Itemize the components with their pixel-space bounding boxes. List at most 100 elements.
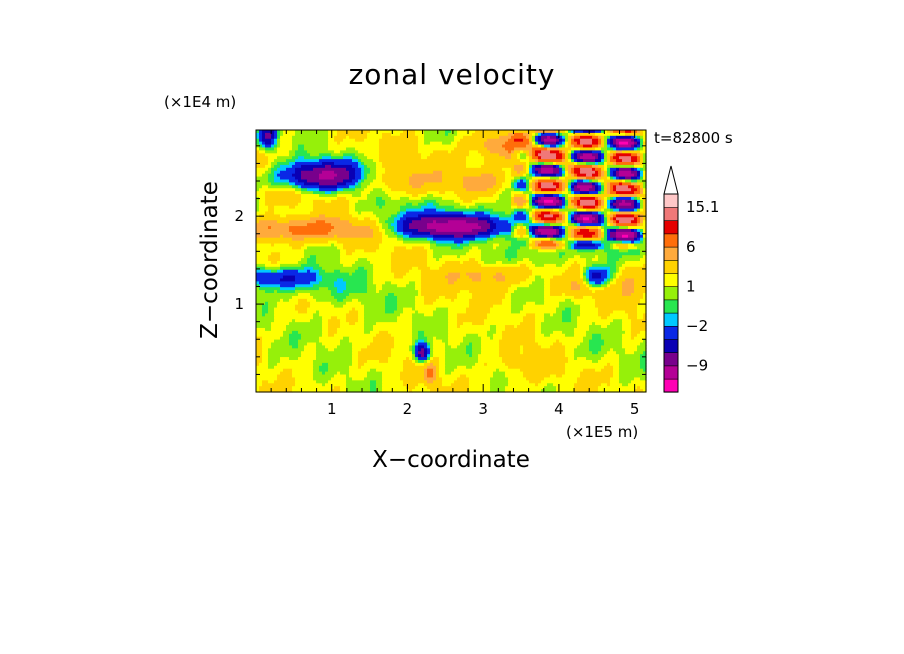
contour-cell	[574, 211, 578, 216]
contour-cell	[607, 272, 611, 277]
contour-cell	[283, 330, 293, 335]
contour-cell	[382, 162, 467, 166]
contour-cell	[394, 246, 407, 250]
contour-cell	[541, 211, 551, 216]
contour-cell	[265, 170, 272, 175]
contour-cell	[292, 371, 314, 376]
contour-cell	[562, 144, 566, 149]
contour-cell	[298, 261, 308, 265]
contour-cell	[616, 281, 623, 285]
contour-cell	[256, 371, 281, 376]
contour-cell	[400, 313, 413, 317]
contour-cell	[472, 199, 497, 204]
contour-cell	[469, 290, 509, 294]
contour-cell	[613, 144, 617, 149]
contour-cell	[433, 339, 443, 344]
contour-cell	[583, 179, 590, 183]
contour-cell	[376, 290, 380, 294]
contour-cell	[340, 261, 356, 265]
contour-cell	[358, 258, 368, 262]
contour-cell	[568, 144, 572, 149]
contour-cell	[385, 191, 407, 195]
contour-cell	[256, 156, 269, 160]
contour-cell	[268, 307, 275, 312]
contour-cell	[592, 220, 599, 224]
contour-cell	[583, 295, 593, 300]
contour-cell	[640, 167, 644, 172]
contour-cell	[532, 261, 566, 265]
contour-cell	[604, 205, 608, 210]
contour-cell	[607, 234, 611, 239]
contour-cell	[430, 362, 434, 367]
contour-cell	[256, 261, 272, 265]
contour-cell	[610, 170, 614, 175]
contour-cell	[379, 359, 389, 364]
contour-cell	[466, 252, 482, 256]
contour-cell	[637, 188, 641, 192]
contour-cell	[640, 228, 644, 233]
contour-cell	[565, 138, 569, 143]
contour-cell	[559, 150, 563, 154]
contour-cell	[553, 194, 560, 198]
contour-cell	[595, 185, 599, 189]
contour-cell	[268, 156, 278, 160]
contour-cell	[490, 336, 494, 341]
colorbar-tick-label: −2	[686, 317, 708, 335]
contour-cell	[529, 243, 536, 248]
contour-cell	[256, 357, 263, 361]
contour-cell	[373, 159, 380, 163]
contour-cell	[643, 237, 647, 242]
contour-cell	[574, 234, 584, 239]
contour-cell	[478, 205, 485, 210]
contour-cell	[484, 205, 512, 210]
contour-cell	[316, 310, 320, 314]
contour-cell	[262, 342, 272, 347]
contour-cell	[490, 380, 509, 384]
contour-cell	[307, 188, 320, 192]
contour-cell	[256, 316, 275, 320]
contour-cell	[643, 176, 647, 181]
contour-cell	[277, 261, 299, 265]
contour-cell	[607, 383, 611, 387]
contour-cell	[385, 295, 398, 300]
contour-cell	[490, 211, 506, 216]
contour-cell	[577, 377, 611, 381]
contour-cell	[610, 228, 617, 233]
contour-cell	[568, 237, 575, 242]
contour-cell	[589, 327, 623, 332]
contour-cell	[274, 135, 278, 140]
contour-cell	[256, 255, 269, 259]
contour-cell	[316, 348, 329, 352]
contour-cell	[532, 167, 536, 172]
contour-cell	[643, 135, 647, 140]
contour-cell	[436, 298, 452, 303]
contour-cell	[526, 153, 530, 157]
contour-cell	[349, 339, 374, 344]
contour-cell	[640, 153, 644, 157]
contour-cell	[640, 217, 644, 221]
contour-cell	[538, 170, 542, 175]
contour-cell	[409, 176, 443, 181]
contour-cell	[274, 147, 278, 151]
contour-cell	[565, 354, 575, 358]
contour-cell	[277, 377, 296, 381]
contour-cell	[526, 377, 545, 381]
contour-cell	[595, 196, 599, 201]
contour-cell	[538, 220, 545, 224]
contour-cell	[616, 266, 620, 271]
contour-cell	[535, 191, 563, 195]
contour-cell	[256, 199, 260, 204]
contour-cell	[517, 237, 530, 242]
contour-cell	[565, 243, 569, 248]
contour-cell	[580, 374, 614, 379]
contour-cell	[424, 130, 446, 134]
contour-cell	[463, 234, 476, 239]
contour-cell	[622, 272, 647, 277]
contour-cell	[571, 185, 575, 189]
contour-cell	[283, 368, 293, 373]
contour-cell	[613, 205, 617, 210]
contour-cell	[526, 278, 536, 282]
contour-cell	[580, 199, 596, 204]
contour-cell	[643, 339, 647, 344]
contour-cell	[337, 371, 341, 376]
